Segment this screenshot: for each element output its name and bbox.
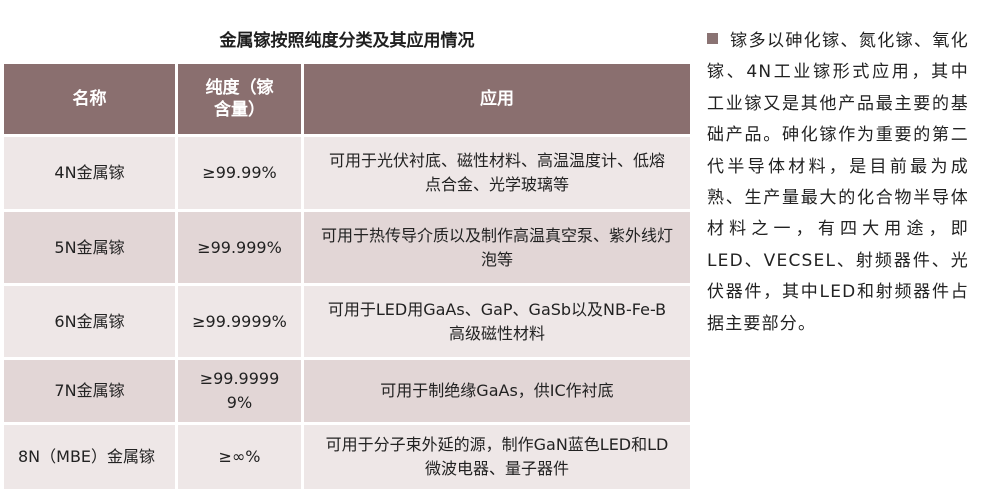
side-note: 镓多以砷化镓、氮化镓、氧化镓、4N工业镓形式应用，其中工业镓又是其他产品最主要的… bbox=[707, 26, 969, 340]
row-name: 5N金属镓 bbox=[4, 212, 178, 286]
row-name: 8N（MBE）金属镓 bbox=[4, 425, 178, 492]
table-title: 金属镓按照纯度分类及其应用情况 bbox=[219, 31, 475, 51]
row-name: 4N金属镓 bbox=[4, 137, 178, 212]
row-purity: ≥∞% bbox=[178, 425, 304, 492]
square-bullet-icon bbox=[707, 33, 718, 44]
table-row: 4N金属镓 ≥99.99% 可用于光伏衬底、磁性材料、高温温度计、低熔点合金、光… bbox=[4, 137, 690, 212]
row-application: 可用于LED用GaAs、GaP、GaSb以及NB-Fe-B高级磁性材料 bbox=[304, 286, 690, 360]
table-row: 6N金属镓 ≥99.9999% 可用于LED用GaAs、GaP、GaSb以及NB… bbox=[4, 286, 690, 360]
table-row: 5N金属镓 ≥99.999% 可用于热传导介质以及制作高温真空泵、紫外线灯泡等 bbox=[4, 212, 690, 286]
row-application: 可用于制绝缘GaAs，供IC作衬底 bbox=[304, 360, 690, 425]
side-note-text: 镓多以砷化镓、氮化镓、氧化镓、4N工业镓形式应用，其中工业镓又是其他产品最主要的… bbox=[707, 31, 969, 334]
gallium-purity-table: 名称 纯度（镓含量） 应用 4N金属镓 ≥99.99% 可用于光伏衬底、磁性材料… bbox=[4, 64, 690, 492]
row-name: 6N金属镓 bbox=[4, 286, 178, 360]
row-name: 7N金属镓 bbox=[4, 360, 178, 425]
row-purity: ≥99.99% bbox=[178, 137, 304, 212]
row-purity: ≥99.99999% bbox=[178, 360, 304, 425]
table-row: 8N（MBE）金属镓 ≥∞% 可用于分子束外延的源，制作GaN蓝色LED和LD微… bbox=[4, 425, 690, 492]
header-application: 应用 bbox=[304, 64, 690, 137]
row-application: 可用于热传导介质以及制作高温真空泵、紫外线灯泡等 bbox=[304, 212, 690, 286]
table-row: 7N金属镓 ≥99.99999% 可用于制绝缘GaAs，供IC作衬底 bbox=[4, 360, 690, 425]
header-purity: 纯度（镓含量） bbox=[178, 64, 304, 137]
header-name: 名称 bbox=[4, 64, 178, 137]
row-purity: ≥99.9999% bbox=[178, 286, 304, 360]
row-purity: ≥99.999% bbox=[178, 212, 304, 286]
row-application: 可用于分子束外延的源，制作GaN蓝色LED和LD微波电器、量子器件 bbox=[304, 425, 690, 492]
table-header-row: 名称 纯度（镓含量） 应用 bbox=[4, 64, 690, 137]
row-application: 可用于光伏衬底、磁性材料、高温温度计、低熔点合金、光学玻璃等 bbox=[304, 137, 690, 212]
